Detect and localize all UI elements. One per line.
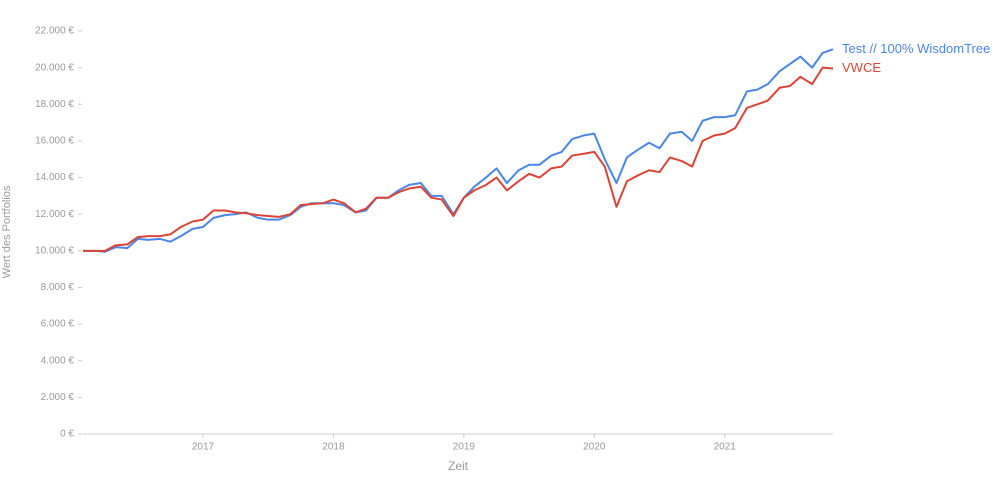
x-tick-label: 2017 — [192, 442, 215, 453]
x-tick-label: 2020 — [583, 442, 606, 453]
y-tick-label: 4.000 € — [41, 355, 75, 366]
y-tick-label: 18.000 € — [35, 99, 74, 110]
y-tick-label: 22.000 € — [35, 26, 74, 37]
y-axis-title: Wert des Portfolios — [1, 185, 13, 278]
x-axis-title: Zeit — [448, 459, 469, 473]
y-tick-label: 16.000 € — [35, 136, 74, 147]
series-line — [83, 66, 834, 252]
y-tick-label: 0 € — [60, 429, 74, 440]
y-tick-label: 10.000 € — [35, 245, 74, 256]
x-tick-label: 2021 — [714, 442, 737, 453]
x-tick-label: 2019 — [453, 442, 476, 453]
y-tick-label: 14.000 € — [35, 172, 74, 183]
legend-label: Test // 100% WisdomTree — [842, 41, 990, 56]
y-tick-label: 20.000 € — [35, 62, 74, 73]
legend-label: VWCE — [842, 60, 881, 75]
y-tick-label: 12.000 € — [35, 209, 74, 220]
y-tick-label: 6.000 € — [41, 319, 75, 330]
y-tick-label: 2.000 € — [41, 392, 75, 403]
x-tick-label: 2018 — [322, 442, 345, 453]
y-tick-label: 8.000 € — [41, 282, 75, 293]
